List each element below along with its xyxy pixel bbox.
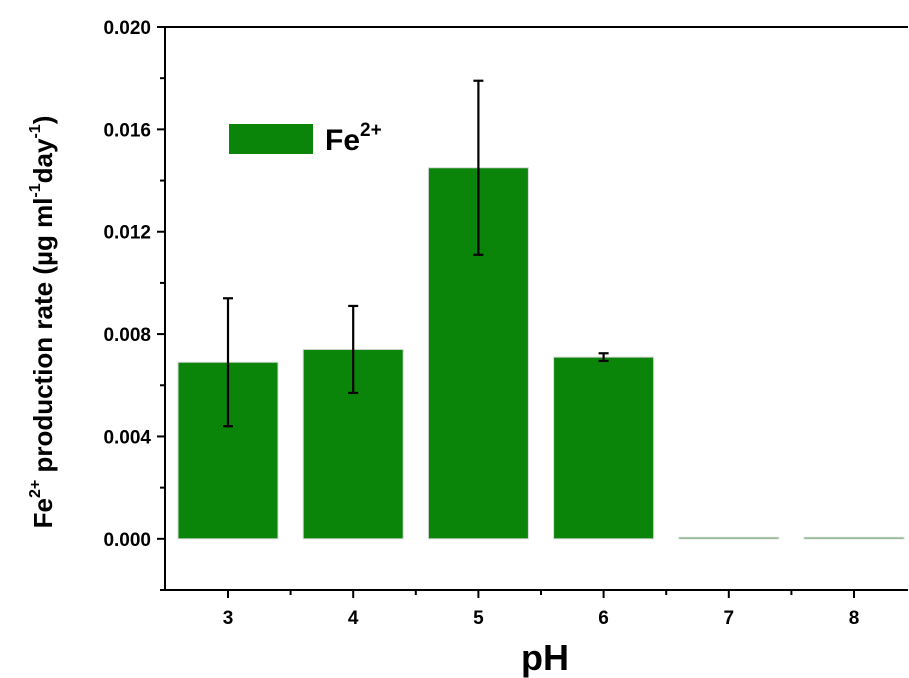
tick-labels-layer: 0.000 0.004 0.008 0.012 0.016 0.020 3 4 5 6 7 8 <box>103 18 859 629</box>
y-tick-label: 0.012 <box>103 223 151 244</box>
y-axis-title-day: day <box>28 138 58 183</box>
y-tick-label: 0.000 <box>103 530 151 551</box>
y-axis-title-charge: 2+ <box>27 480 44 498</box>
y-tick-label: 0.004 <box>103 427 151 448</box>
y-tick-label: 0.008 <box>103 325 151 346</box>
legend-label: Fe2+ <box>325 120 382 157</box>
y-axis-title-close: ) <box>28 116 58 125</box>
x-tick-label: 6 <box>598 608 609 629</box>
y-axis-title-g-ml: g ml <box>28 198 58 251</box>
error-bar-ph-6 <box>598 352 609 363</box>
y-axis-title-main: production rate ( <box>28 266 58 480</box>
y-tick-label: 0.020 <box>103 18 151 39</box>
y-axis-title-mu: µ <box>28 251 58 266</box>
x-tick-label: 7 <box>724 608 735 629</box>
bar-ph-8 <box>803 536 905 540</box>
y-axis-title-exp-ml: -1 <box>27 183 44 197</box>
x-tick-label: 3 <box>223 608 234 629</box>
bars-layer <box>177 167 905 540</box>
legend-label-charge: 2+ <box>360 120 382 141</box>
y-tick-label: 0.016 <box>103 120 151 141</box>
x-axis-title: pH <box>521 637 569 678</box>
legend-label-base: Fe <box>325 124 360 157</box>
legend: Fe2+ <box>229 120 382 157</box>
error-bar-ph-3 <box>223 297 233 428</box>
bar-ph-7 <box>678 536 780 540</box>
y-axis-title-exp-day: -1 <box>27 124 44 138</box>
error-bars-layer <box>223 79 609 428</box>
legend-swatch <box>229 124 313 154</box>
error-bar-ph-5 <box>473 79 484 256</box>
y-axis-title: Fe2+ production rate (µg ml-1day-1) <box>27 116 58 529</box>
error-bar-ph-4 <box>348 304 359 395</box>
x-tick-label: 8 <box>849 608 860 629</box>
y-axis-title-species: Fe <box>28 498 58 528</box>
axes-layer <box>157 26 908 598</box>
bar-ph-6 <box>553 356 655 540</box>
x-tick-label: 4 <box>348 608 359 629</box>
x-tick-label: 5 <box>473 608 484 629</box>
